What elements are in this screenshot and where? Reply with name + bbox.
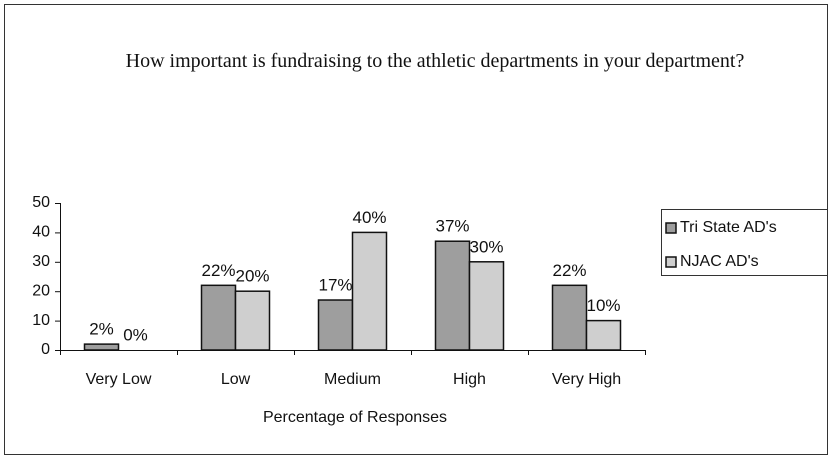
data-label: 22% (201, 261, 235, 280)
data-label: 22% (552, 261, 586, 280)
legend-frame (661, 209, 828, 276)
data-label: 37% (435, 217, 469, 236)
data-label: 40% (352, 208, 386, 227)
bar (351, 231, 388, 351)
bar (434, 240, 471, 351)
bar (468, 261, 505, 351)
x-tick-label: High (453, 371, 486, 388)
legend-swatch (665, 256, 677, 268)
bar (234, 290, 271, 351)
y-tick-label: 40 (32, 224, 50, 241)
legend-label: NJAC AD's (680, 253, 759, 270)
data-label: 17% (318, 276, 352, 295)
y-tick-label: 50 (32, 194, 50, 211)
x-axis-label: Percentage of Responses (263, 409, 447, 426)
bar (551, 284, 588, 351)
data-label: 20% (235, 267, 269, 286)
x-tick-label: Medium (324, 371, 381, 388)
y-tick-label: 0 (41, 341, 50, 358)
x-tick-label: Very Low (86, 371, 152, 388)
data-label: 0% (123, 325, 148, 344)
y-tick-label: 10 (32, 312, 50, 329)
y-tick-label: 20 (32, 282, 50, 299)
legend-swatch (665, 222, 677, 234)
bar (83, 343, 120, 351)
data-label: 10% (586, 296, 620, 315)
bar (585, 319, 622, 351)
legend-label: Tri State AD's (680, 219, 777, 236)
x-tick-label: Low (221, 371, 251, 388)
data-label: 2% (89, 320, 114, 339)
bar (317, 299, 354, 351)
bar (200, 284, 237, 351)
x-tick-label: Very High (552, 371, 621, 388)
y-tick-label: 30 (32, 253, 50, 270)
data-label: 30% (469, 237, 503, 256)
chart-title: How important is fundraising to the athl… (125, 50, 745, 72)
